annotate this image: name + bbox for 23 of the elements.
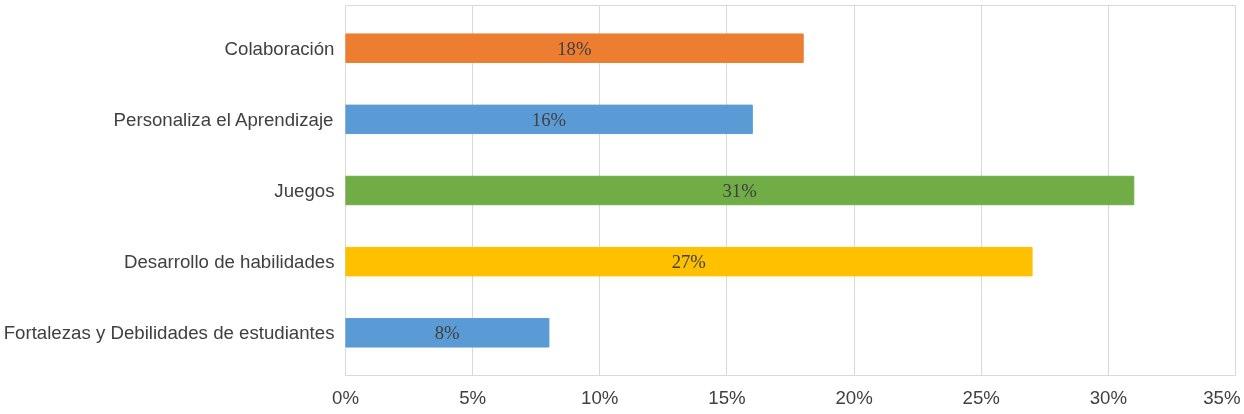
data-label: 16%: [531, 108, 567, 130]
bar: [345, 175, 1135, 206]
x-tick-label: 0%: [332, 386, 359, 408]
y-tick-label: Juegos: [274, 180, 335, 201]
x-tick-label: 10%: [581, 386, 619, 408]
x-tick-label: 15%: [708, 386, 746, 408]
x-tick-label: 30%: [1089, 386, 1128, 408]
data-label: 18%: [557, 37, 592, 59]
bar: [345, 33, 804, 63]
x-tick-label: 20%: [835, 386, 873, 408]
data-label: 31%: [722, 180, 757, 201]
data-label: 27%: [671, 251, 706, 273]
x-tick-label: 5%: [459, 386, 487, 408]
x-tick-label: 35%: [1203, 386, 1241, 408]
bar: [345, 246, 1033, 277]
y-tick-label: Desarrollo de habilidades: [123, 251, 335, 273]
y-tick-label: Fortalezas y Debilidades de estudiantes: [3, 322, 335, 344]
y-tick-label: Personaliza el Aprendizaje: [113, 108, 334, 130]
bar: [345, 104, 753, 135]
data-label: 8%: [434, 322, 460, 344]
bar: [345, 318, 550, 348]
y-tick-label: Colaboración: [224, 37, 335, 59]
x-tick-label: 25%: [962, 386, 1000, 408]
